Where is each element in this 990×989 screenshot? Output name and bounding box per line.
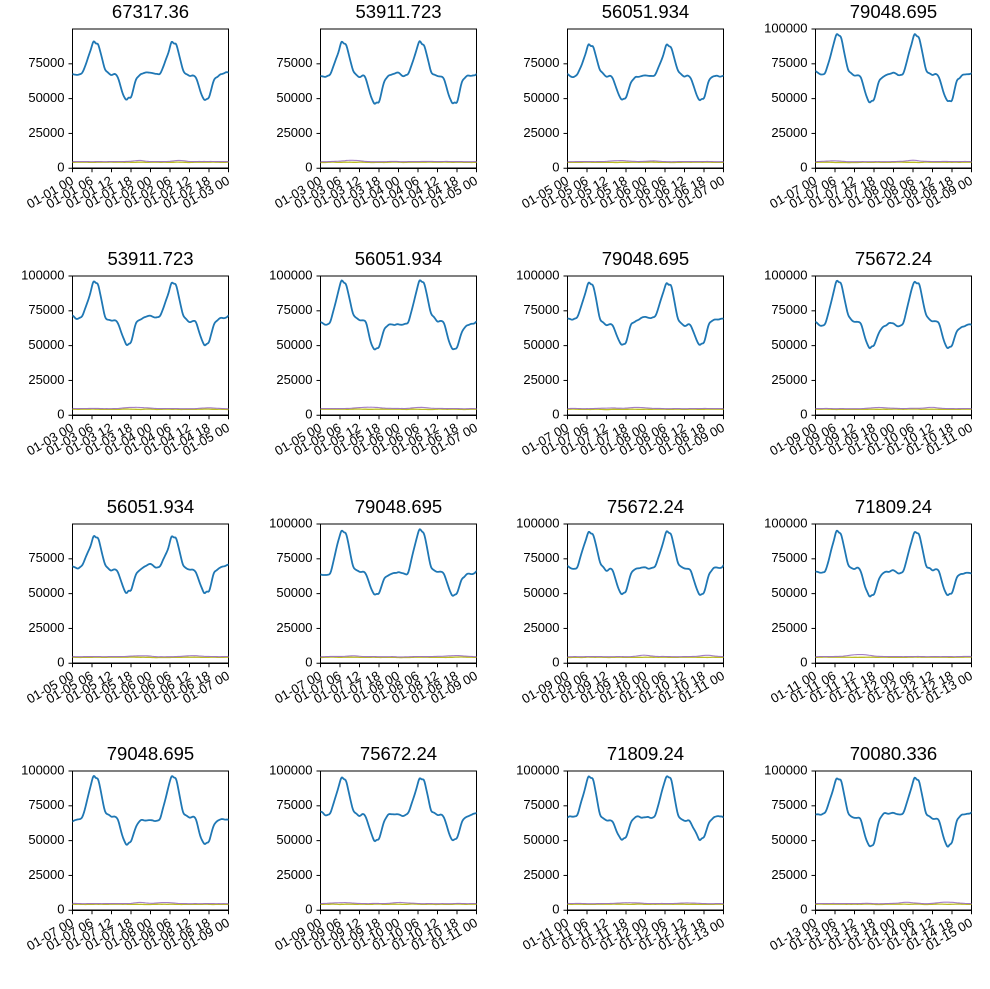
svg-text:50000: 50000 xyxy=(523,90,559,105)
svg-text:100000: 100000 xyxy=(764,20,807,35)
svg-text:75000: 75000 xyxy=(28,302,64,317)
svg-text:25000: 25000 xyxy=(523,372,559,387)
svg-text:70080.336: 70080.336 xyxy=(849,743,936,764)
svg-text:0: 0 xyxy=(305,407,312,422)
svg-text:79048.695: 79048.695 xyxy=(849,1,936,22)
svg-text:25000: 25000 xyxy=(523,867,559,882)
svg-text:100000: 100000 xyxy=(269,268,312,283)
svg-text:50000: 50000 xyxy=(771,832,807,847)
svg-text:100000: 100000 xyxy=(764,268,807,283)
svg-text:50000: 50000 xyxy=(523,337,559,352)
svg-text:79048.695: 79048.695 xyxy=(602,248,689,269)
svg-text:75672.24: 75672.24 xyxy=(607,496,684,517)
svg-text:71809.24: 71809.24 xyxy=(607,743,684,764)
svg-text:25000: 25000 xyxy=(276,619,312,634)
svg-text:56051.934: 56051.934 xyxy=(602,1,689,22)
svg-text:50000: 50000 xyxy=(771,337,807,352)
svg-text:0: 0 xyxy=(57,160,64,175)
svg-text:25000: 25000 xyxy=(28,372,64,387)
svg-text:100000: 100000 xyxy=(21,762,64,777)
svg-text:75000: 75000 xyxy=(28,55,64,70)
svg-text:0: 0 xyxy=(552,901,559,916)
svg-text:75672.24: 75672.24 xyxy=(359,743,436,764)
svg-text:25000: 25000 xyxy=(28,867,64,882)
svg-text:53911.723: 53911.723 xyxy=(355,1,441,22)
svg-text:75000: 75000 xyxy=(523,797,559,812)
svg-text:25000: 25000 xyxy=(276,125,312,140)
svg-text:100000: 100000 xyxy=(764,762,807,777)
svg-text:0: 0 xyxy=(57,654,64,669)
svg-text:25000: 25000 xyxy=(771,867,807,882)
svg-text:25000: 25000 xyxy=(276,372,312,387)
svg-text:50000: 50000 xyxy=(28,832,64,847)
svg-text:50000: 50000 xyxy=(276,832,312,847)
svg-text:75672.24: 75672.24 xyxy=(854,248,931,269)
svg-text:50000: 50000 xyxy=(276,337,312,352)
svg-text:56051.934: 56051.934 xyxy=(107,496,194,517)
svg-text:75000: 75000 xyxy=(276,797,312,812)
svg-text:75000: 75000 xyxy=(771,55,807,70)
svg-text:67317.36: 67317.36 xyxy=(112,1,189,22)
svg-text:0: 0 xyxy=(552,160,559,175)
svg-text:25000: 25000 xyxy=(771,372,807,387)
svg-text:0: 0 xyxy=(57,407,64,422)
svg-text:100000: 100000 xyxy=(269,762,312,777)
svg-text:25000: 25000 xyxy=(28,619,64,634)
svg-text:0: 0 xyxy=(800,654,807,669)
svg-text:75000: 75000 xyxy=(28,797,64,812)
svg-text:50000: 50000 xyxy=(28,585,64,600)
svg-text:100000: 100000 xyxy=(764,515,807,530)
svg-text:50000: 50000 xyxy=(276,585,312,600)
svg-text:0: 0 xyxy=(305,654,312,669)
svg-text:75000: 75000 xyxy=(771,550,807,565)
svg-text:0: 0 xyxy=(305,160,312,175)
svg-text:100000: 100000 xyxy=(516,762,559,777)
svg-text:0: 0 xyxy=(57,901,64,916)
svg-text:53911.723: 53911.723 xyxy=(107,248,193,269)
svg-text:79048.695: 79048.695 xyxy=(107,743,194,764)
svg-text:50000: 50000 xyxy=(523,585,559,600)
svg-text:0: 0 xyxy=(800,160,807,175)
svg-text:71809.24: 71809.24 xyxy=(854,496,931,517)
svg-text:50000: 50000 xyxy=(28,337,64,352)
svg-text:0: 0 xyxy=(800,901,807,916)
svg-text:75000: 75000 xyxy=(771,302,807,317)
svg-text:100000: 100000 xyxy=(269,515,312,530)
svg-text:25000: 25000 xyxy=(276,867,312,882)
svg-text:75000: 75000 xyxy=(276,55,312,70)
svg-text:75000: 75000 xyxy=(523,550,559,565)
svg-text:79048.695: 79048.695 xyxy=(354,496,441,517)
svg-text:75000: 75000 xyxy=(28,550,64,565)
svg-text:50000: 50000 xyxy=(276,90,312,105)
svg-text:50000: 50000 xyxy=(523,832,559,847)
svg-text:75000: 75000 xyxy=(276,302,312,317)
svg-text:100000: 100000 xyxy=(516,268,559,283)
svg-text:100000: 100000 xyxy=(21,268,64,283)
svg-text:0: 0 xyxy=(800,407,807,422)
svg-text:75000: 75000 xyxy=(276,550,312,565)
svg-text:75000: 75000 xyxy=(771,797,807,812)
svg-text:50000: 50000 xyxy=(771,90,807,105)
svg-text:50000: 50000 xyxy=(771,585,807,600)
svg-text:75000: 75000 xyxy=(523,55,559,70)
svg-text:25000: 25000 xyxy=(771,619,807,634)
svg-text:25000: 25000 xyxy=(28,125,64,140)
svg-text:50000: 50000 xyxy=(28,90,64,105)
svg-text:25000: 25000 xyxy=(523,619,559,634)
svg-text:75000: 75000 xyxy=(523,302,559,317)
svg-text:56051.934: 56051.934 xyxy=(354,248,441,269)
svg-text:0: 0 xyxy=(552,654,559,669)
svg-text:0: 0 xyxy=(305,901,312,916)
svg-text:100000: 100000 xyxy=(516,515,559,530)
svg-text:25000: 25000 xyxy=(523,125,559,140)
svg-text:25000: 25000 xyxy=(771,125,807,140)
svg-text:0: 0 xyxy=(552,407,559,422)
